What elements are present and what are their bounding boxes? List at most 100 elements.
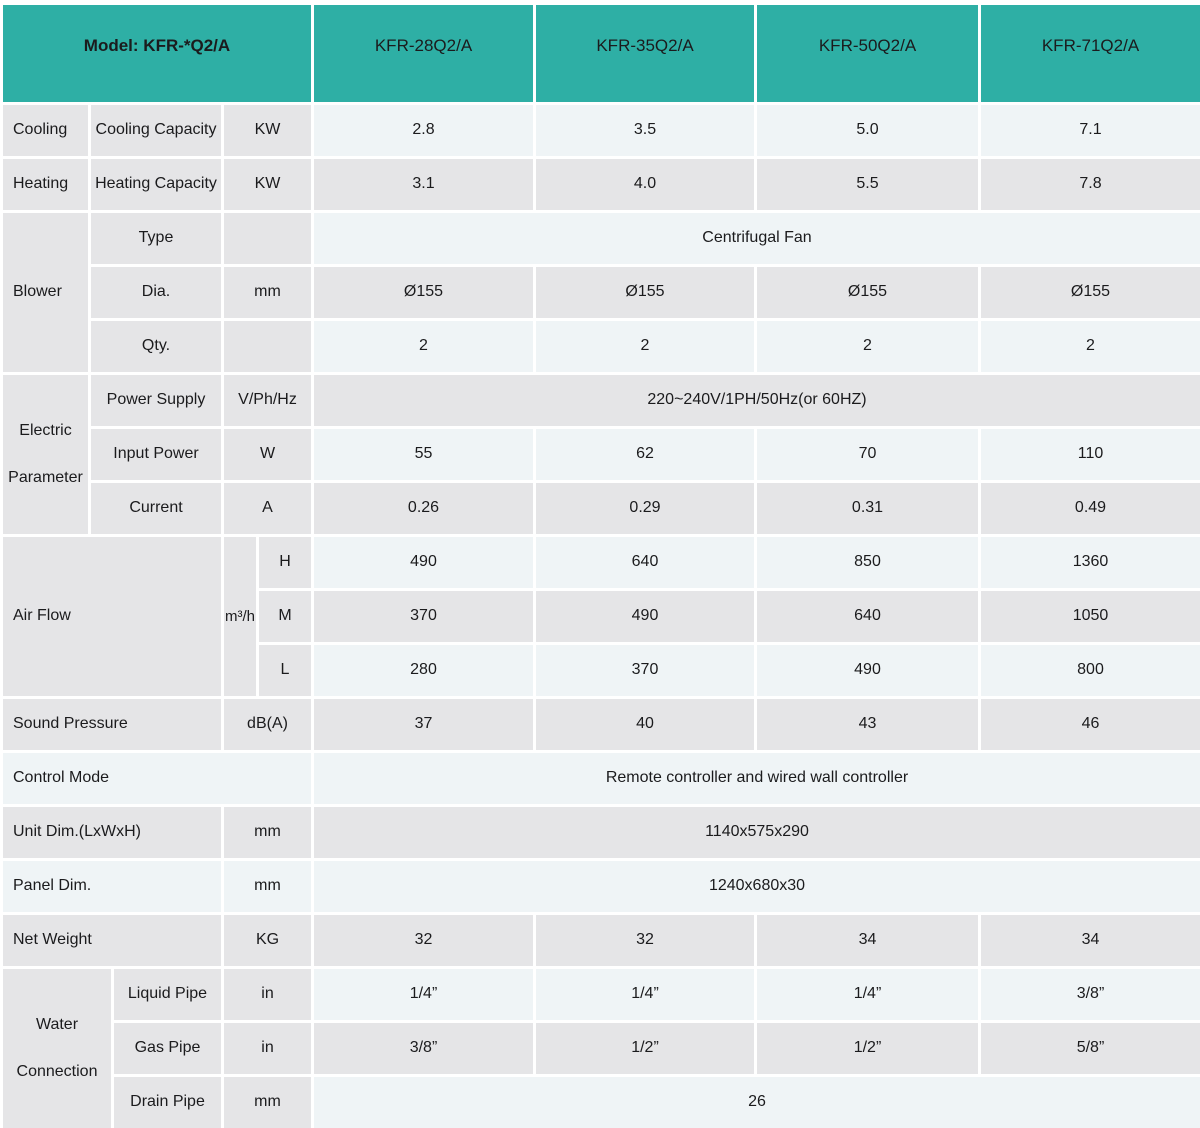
input-power-value-1: 55 bbox=[314, 429, 533, 480]
blower-dia-unit: mm bbox=[224, 267, 311, 318]
liquid-pipe-unit: in bbox=[224, 969, 311, 1020]
drain-pipe-label: Drain Pipe bbox=[114, 1077, 221, 1128]
water-label-line2: Connection bbox=[16, 1062, 98, 1080]
panel-dim-value: 1240x680x30 bbox=[314, 861, 1200, 912]
panel-dim-unit: mm bbox=[224, 861, 311, 912]
control-mode-value: Remote controller and wired wall control… bbox=[314, 753, 1200, 804]
sound-pressure-label: Sound Pressure bbox=[3, 699, 221, 750]
current-value-1: 0.26 bbox=[314, 483, 533, 534]
sound-pressure-value-4: 46 bbox=[981, 699, 1200, 750]
unit-dim-unit: mm bbox=[224, 807, 311, 858]
blower-dia-label: Dia. bbox=[91, 267, 221, 318]
blower-qty-value-1: 2 bbox=[314, 321, 533, 372]
control-mode-label: Control Mode bbox=[3, 753, 311, 804]
model-header-cell: Model: KFR-*Q2/A bbox=[3, 5, 311, 102]
air-flow-l-value-3: 490 bbox=[757, 645, 978, 696]
blower-type-label: Type bbox=[91, 213, 221, 264]
sound-pressure-unit: dB(A) bbox=[224, 699, 311, 750]
net-weight-value-4: 34 bbox=[981, 915, 1200, 966]
air-flow-l-value-4: 800 bbox=[981, 645, 1200, 696]
net-weight-value-2: 32 bbox=[536, 915, 754, 966]
air-flow-m-label: M bbox=[259, 591, 311, 642]
air-flow-h-label: H bbox=[259, 537, 311, 588]
power-supply-label: Power Supply bbox=[91, 375, 221, 426]
blower-dia-value-1: Ø155 bbox=[314, 267, 533, 318]
current-unit: A bbox=[224, 483, 311, 534]
cooling-capacity-label: Cooling Capacity bbox=[91, 105, 221, 156]
sound-pressure-value-2: 40 bbox=[536, 699, 754, 750]
blower-qty-unit bbox=[224, 321, 311, 372]
drain-pipe-unit: mm bbox=[224, 1077, 311, 1128]
liquid-pipe-label: Liquid Pipe bbox=[114, 969, 221, 1020]
heating-value-1: 3.1 bbox=[314, 159, 533, 210]
blower-qty-value-4: 2 bbox=[981, 321, 1200, 372]
blower-type-value: Centrifugal Fan bbox=[314, 213, 1200, 264]
blower-dia-value-3: Ø155 bbox=[757, 267, 978, 318]
unit-dim-value: 1140x575x290 bbox=[314, 807, 1200, 858]
sound-pressure-value-3: 43 bbox=[757, 699, 978, 750]
gas-pipe-label: Gas Pipe bbox=[114, 1023, 221, 1074]
air-flow-l-value-1: 280 bbox=[314, 645, 533, 696]
input-power-value-3: 70 bbox=[757, 429, 978, 480]
blower-qty-label: Qty. bbox=[91, 321, 221, 372]
air-flow-h-value-2: 640 bbox=[536, 537, 754, 588]
net-weight-label: Net Weight bbox=[3, 915, 221, 966]
input-power-unit: W bbox=[224, 429, 311, 480]
blower-dia-value-4: Ø155 bbox=[981, 267, 1200, 318]
electric-label-line2: Parameter bbox=[8, 468, 83, 486]
cooling-unit: KW bbox=[224, 105, 311, 156]
liquid-pipe-value-4: 3/8” bbox=[981, 969, 1200, 1020]
water-connection-section-label: Water Connection bbox=[3, 969, 111, 1128]
blower-section-label: Blower bbox=[3, 213, 88, 372]
air-flow-h-value-4: 1360 bbox=[981, 537, 1200, 588]
blower-qty-value-3: 2 bbox=[757, 321, 978, 372]
gas-pipe-value-3: 1/2” bbox=[757, 1023, 978, 1074]
heating-capacity-label: Heating Capacity bbox=[91, 159, 221, 210]
input-power-value-4: 110 bbox=[981, 429, 1200, 480]
electric-label-line1: Electric bbox=[19, 421, 72, 439]
column-header-kfr35: KFR-35Q2/A bbox=[536, 5, 754, 102]
net-weight-value-1: 32 bbox=[314, 915, 533, 966]
input-power-value-2: 62 bbox=[536, 429, 754, 480]
current-value-2: 0.29 bbox=[536, 483, 754, 534]
column-header-kfr71: KFR-71Q2/A bbox=[981, 5, 1200, 102]
cooling-section-label: Cooling bbox=[3, 105, 88, 156]
current-label: Current bbox=[91, 483, 221, 534]
heating-section-label: Heating bbox=[3, 159, 88, 210]
cooling-value-1: 2.8 bbox=[314, 105, 533, 156]
electric-section-label: Electric Parameter bbox=[3, 375, 88, 534]
unit-dim-label: Unit Dim.(LxWxH) bbox=[3, 807, 221, 858]
panel-dim-label: Panel Dim. bbox=[3, 861, 221, 912]
net-weight-unit: KG bbox=[224, 915, 311, 966]
liquid-pipe-value-3: 1/4” bbox=[757, 969, 978, 1020]
spec-table: Model: KFR-*Q2/A KFR-28Q2/A KFR-35Q2/A K… bbox=[3, 5, 1200, 1128]
current-value-4: 0.49 bbox=[981, 483, 1200, 534]
gas-pipe-unit: in bbox=[224, 1023, 311, 1074]
cooling-value-2: 3.5 bbox=[536, 105, 754, 156]
air-flow-m-value-2: 490 bbox=[536, 591, 754, 642]
drain-pipe-value: 26 bbox=[314, 1077, 1200, 1128]
input-power-label: Input Power bbox=[91, 429, 221, 480]
cooling-value-3: 5.0 bbox=[757, 105, 978, 156]
water-label-line1: Water bbox=[35, 1015, 79, 1033]
column-header-kfr50: KFR-50Q2/A bbox=[757, 5, 978, 102]
blower-dia-value-2: Ø155 bbox=[536, 267, 754, 318]
column-header-kfr28: KFR-28Q2/A bbox=[314, 5, 533, 102]
blower-qty-value-2: 2 bbox=[536, 321, 754, 372]
gas-pipe-value-2: 1/2” bbox=[536, 1023, 754, 1074]
cooling-value-4: 7.1 bbox=[981, 105, 1200, 156]
sound-pressure-value-1: 37 bbox=[314, 699, 533, 750]
power-supply-unit: V/Ph/Hz bbox=[224, 375, 311, 426]
air-flow-unit: m³/h bbox=[224, 537, 256, 696]
air-flow-m-value-1: 370 bbox=[314, 591, 533, 642]
net-weight-value-3: 34 bbox=[757, 915, 978, 966]
current-value-3: 0.31 bbox=[757, 483, 978, 534]
blower-type-unit bbox=[224, 213, 311, 264]
liquid-pipe-value-1: 1/4” bbox=[314, 969, 533, 1020]
gas-pipe-value-4: 5/8” bbox=[981, 1023, 1200, 1074]
heating-unit: KW bbox=[224, 159, 311, 210]
heating-value-3: 5.5 bbox=[757, 159, 978, 210]
liquid-pipe-value-2: 1/4” bbox=[536, 969, 754, 1020]
air-flow-l-label: L bbox=[259, 645, 311, 696]
air-flow-h-value-1: 490 bbox=[314, 537, 533, 588]
